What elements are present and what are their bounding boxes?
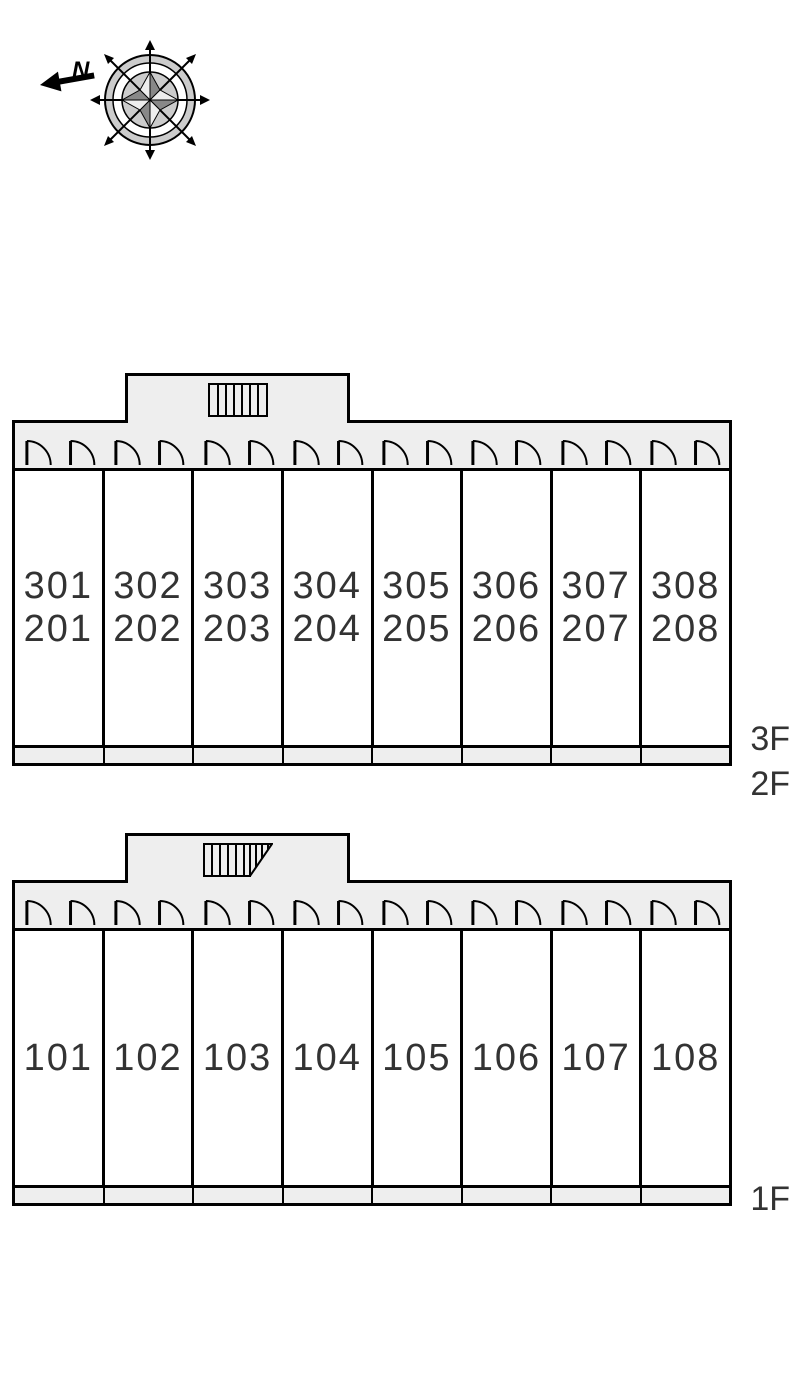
unit-cell: 108 [642,931,729,1185]
balcony-segment [552,748,642,763]
unit-cell: 104 [284,931,374,1185]
balcony-segment [284,748,374,763]
unit-cell: 105 [374,931,464,1185]
door-icon [551,895,640,925]
balcony-segment [373,1188,463,1203]
balcony-segment [552,1188,642,1203]
lower-balcony [12,1188,732,1206]
unit-cell: 301201 [15,471,105,745]
upper-corridor [12,420,732,468]
lower-corridor [12,880,732,928]
unit-number: 206 [472,608,541,651]
unit-number: 308 [651,565,720,608]
unit-number: 108 [651,1037,720,1080]
balcony-segment [105,748,195,763]
unit-cell: 306206 [463,471,553,745]
balcony-segment [15,1188,105,1203]
unit-number: 103 [203,1037,272,1080]
floor-label: 3F [750,720,790,759]
unit-cell: 102 [105,931,195,1185]
unit-cell: 107 [553,931,643,1185]
stairs-icon [208,383,268,417]
balcony-segment [463,1188,553,1203]
compass-n-label: N [72,57,90,84]
door-icon [104,895,193,925]
balcony-segment [284,1188,374,1203]
door-icon [15,895,104,925]
unit-number: 207 [561,608,630,651]
unit-number: 301 [24,565,93,608]
unit-number: 202 [113,608,182,651]
stairs-icon [203,843,273,877]
upper-balcony [12,748,732,766]
lower-units-row: 101 102 103 104 105 106 107 108 [12,928,732,1188]
balcony-segment [15,748,105,763]
unit-number: 305 [382,565,451,608]
unit-number: 204 [292,608,361,651]
door-icon [640,895,729,925]
lower-floor-block: 101 102 103 104 105 106 107 108 [12,880,732,1206]
compass-rose: N [30,30,230,175]
lower-stair-box [125,833,350,883]
door-icon [640,435,729,465]
balcony-segment [194,748,284,763]
door-icon [104,435,193,465]
unit-cell: 106 [463,931,553,1185]
upper-floor-block: 3012013022023032033042043052053062063072… [12,420,732,766]
unit-number: 307 [561,565,630,608]
floor-label: 2F [750,765,790,804]
balcony-segment [463,748,553,763]
door-icon [194,435,283,465]
unit-number: 203 [203,608,272,651]
door-icon [372,895,461,925]
unit-cell: 304204 [284,471,374,745]
balcony-segment [194,1188,284,1203]
door-icon [283,895,372,925]
door-icon [283,435,372,465]
unit-number: 104 [292,1037,361,1080]
door-icon [194,895,283,925]
unit-cell: 307207 [553,471,643,745]
upper-units-row: 3012013022023032033042043052053062063072… [12,468,732,748]
unit-number: 303 [203,565,272,608]
unit-number: 306 [472,565,541,608]
unit-number: 101 [24,1037,93,1080]
unit-number: 105 [382,1037,451,1080]
door-icon [551,435,640,465]
unit-number: 201 [24,608,93,651]
unit-cell: 308208 [642,471,729,745]
unit-cell: 101 [15,931,105,1185]
upper-stair-box [125,373,350,423]
unit-cell: 303203 [194,471,284,745]
balcony-segment [642,748,730,763]
unit-number: 102 [113,1037,182,1080]
door-icon [15,435,104,465]
unit-cell: 302202 [105,471,195,745]
floor-label: 1F [750,1180,790,1219]
unit-number: 106 [472,1037,541,1080]
unit-number: 205 [382,608,451,651]
door-icon [461,895,550,925]
unit-number: 107 [561,1037,630,1080]
balcony-segment [373,748,463,763]
door-icon [461,435,550,465]
unit-number: 302 [113,565,182,608]
unit-number: 304 [292,565,361,608]
door-icon [372,435,461,465]
balcony-segment [105,1188,195,1203]
unit-cell: 305205 [374,471,464,745]
unit-cell: 103 [194,931,284,1185]
unit-number: 208 [651,608,720,651]
balcony-segment [642,1188,730,1203]
